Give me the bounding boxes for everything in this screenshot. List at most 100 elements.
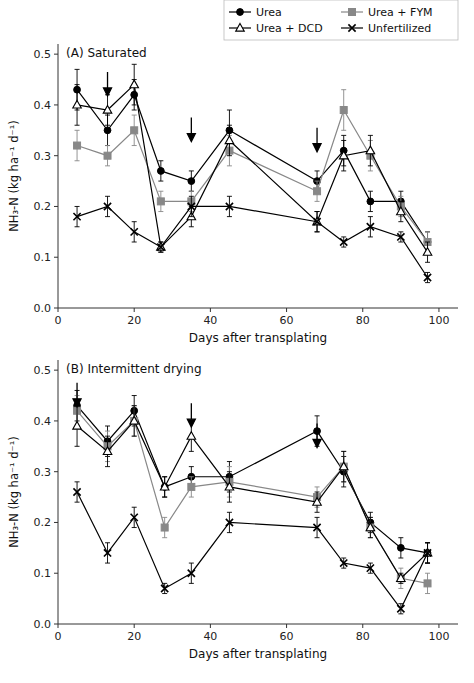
y-tick [54,104,58,105]
x-tick [134,308,135,312]
point [73,422,82,430]
point [73,100,82,108]
error-bar [105,146,110,166]
x-tick [362,308,363,312]
application-arrow [73,383,81,407]
point [73,488,80,495]
y-tick-label: 0.4 [34,99,52,112]
x-tick [286,308,287,312]
point [130,416,139,424]
x-tick-label: 80 [356,314,370,327]
point [131,127,138,134]
application-arrow [313,128,321,152]
y-tick [54,308,58,309]
x-tick [286,624,287,628]
y-axis-label: NH₃-N (kg ha⁻¹ d⁻¹) [7,120,21,232]
point [104,549,111,556]
legend-marker [348,24,355,31]
x-tick-label: 20 [127,314,141,327]
y-tick-label: 0.3 [34,150,52,163]
point [397,574,406,582]
y-axis-label: NH₃-N (kg ha⁻¹ d⁻¹) [7,436,21,548]
legend-frame [224,0,458,40]
x-tick [438,308,439,312]
legend-label: Urea + DCD [256,22,323,35]
error-bar [75,130,80,160]
point [397,233,404,240]
chart-canvas: 0.00.10.20.30.40.5020406080100Days after… [0,0,474,683]
x-axis-line [58,308,458,309]
series [73,406,432,584]
y-tick-label: 0.2 [34,200,52,213]
point [340,238,347,245]
y-tick-label: 0.0 [34,618,52,631]
x-tick-label: 40 [203,630,217,643]
point [366,523,375,531]
point [157,243,164,250]
point [313,524,320,531]
point [131,417,138,424]
y-axis-line [58,44,59,308]
x-tick [58,308,59,312]
point [339,462,348,470]
point [424,549,431,556]
y-tick [54,471,58,472]
series-line [77,421,427,578]
point [340,559,347,566]
series-line [77,90,427,242]
x-tick [362,624,363,628]
plot-area [73,383,432,614]
y-tick [54,370,58,371]
point [313,498,322,506]
series [73,64,432,262]
error-bar [425,573,430,593]
point [131,514,138,521]
point [103,106,112,114]
point [340,107,347,114]
x-tick-label: 40 [203,314,217,327]
point [104,127,111,134]
y-tick-label: 0.5 [34,48,52,61]
point [161,524,168,531]
plot-area [73,64,432,282]
point [160,482,169,490]
point [73,213,80,220]
error-bar [158,191,163,211]
x-tick-label: 80 [356,630,370,643]
application-arrow [313,423,321,447]
x-axis-label: Days after transplating [189,647,327,661]
legend: Urea Urea + FYM Urea + DCD Unfertilized [224,0,458,40]
y-tick-label: 0.0 [34,302,52,315]
series [74,396,431,594]
point [225,482,234,490]
series-line [77,411,427,584]
y-tick-label: 0.1 [34,567,52,580]
legend-marker [237,9,244,16]
point [161,585,168,592]
y-tick [54,522,58,523]
legend-item: Unfertilized [341,22,431,35]
error-bar [132,115,137,145]
point [188,570,195,577]
legend-item: Urea [229,6,282,19]
point [397,207,406,215]
legend-item: Urea + FYM [341,6,433,19]
point [103,447,112,455]
x-tick [58,624,59,628]
x-tick [438,624,439,628]
y-tick [54,206,58,207]
series-line [77,406,427,553]
x-tick-label: 60 [280,314,294,327]
y-tick [54,573,58,574]
x-axis-line [58,624,458,625]
point [188,203,195,210]
y-axis-line [58,360,59,624]
series [74,90,431,252]
point [157,198,164,205]
error-bar [368,191,373,211]
x-tick [210,308,211,312]
y-tick [54,155,58,156]
error-bar [189,171,194,191]
point [423,248,432,256]
application-arrow [187,118,195,142]
